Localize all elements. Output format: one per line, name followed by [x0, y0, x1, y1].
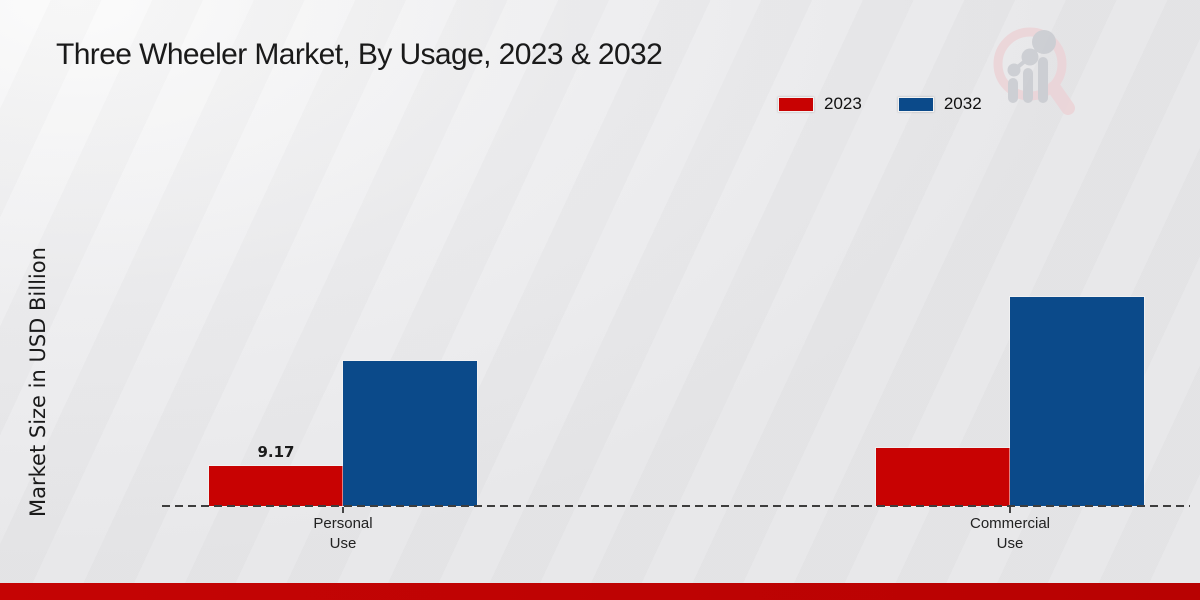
legend-swatch-icon — [897, 96, 934, 112]
bar-2023-commercial-use — [876, 448, 1010, 506]
logo-dot-icon — [1007, 63, 1021, 77]
x-axis-baseline — [162, 505, 1190, 507]
logo-bar-icon — [1023, 68, 1033, 103]
logo-dot-icon — [1021, 48, 1039, 66]
logo-bar-icon — [1038, 57, 1048, 103]
data-label: 9.17 — [257, 443, 295, 461]
legend-label: 2032 — [943, 94, 982, 113]
legend-item-2023: 2023 — [778, 94, 862, 114]
category-label-personal-use: Personal Use — [313, 515, 373, 552]
bar-2032-personal-use — [343, 361, 477, 506]
legend: 2023 2032 — [778, 94, 982, 114]
legend-swatch-icon — [778, 96, 814, 112]
footer-accent-bar — [0, 583, 1200, 600]
x-axis-tick — [342, 507, 344, 513]
bar-2023-personal-use — [209, 466, 343, 506]
legend-item-2032: 2032 — [897, 94, 982, 114]
magnifier-handle-icon — [1047, 81, 1075, 115]
legend-label: 2023 — [824, 94, 862, 113]
logo-dot-icon — [1032, 30, 1056, 54]
magnifier-logo-watermark — [993, 27, 1075, 115]
x-axis-tick — [1009, 507, 1011, 513]
chart-title: Three Wheeler Market, By Usage, 2023 & 2… — [56, 38, 663, 71]
bar-2032-commercial-use — [1010, 297, 1144, 506]
logo-bar-icon — [1008, 78, 1018, 103]
category-label-commercial-use: Commercial Use — [969, 515, 1050, 552]
